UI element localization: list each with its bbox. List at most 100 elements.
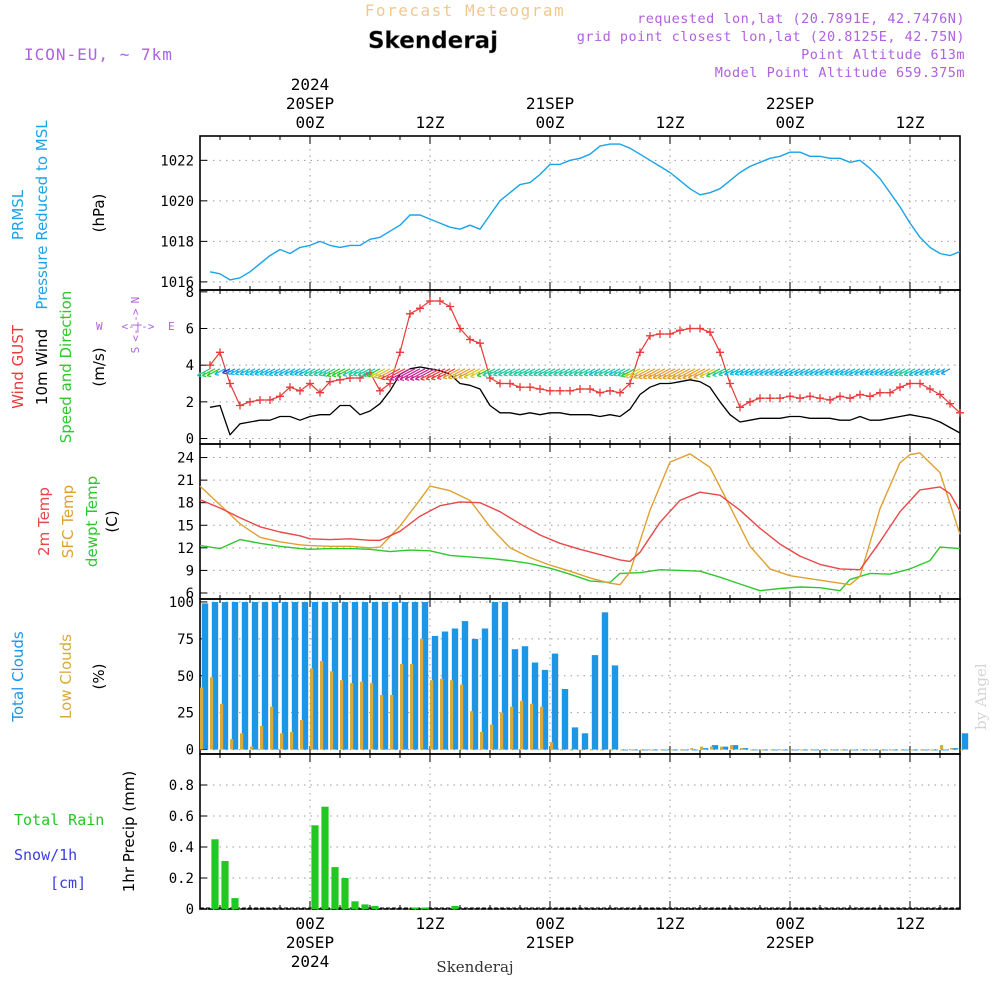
wind-direction-arrow <box>848 368 861 377</box>
low-cloud-bar <box>360 681 364 750</box>
total-cloud-bar <box>541 669 549 750</box>
wind-direction-arrow <box>298 368 311 377</box>
low-cloud-bar <box>660 749 664 751</box>
wind-direction-arrow <box>783 368 796 377</box>
wind-direction-arrow <box>799 368 811 377</box>
wind-direction-arrow <box>819 368 831 377</box>
pressure-line <box>209 143 961 281</box>
total-cloud-bar <box>531 662 539 750</box>
gust-marker <box>796 394 804 403</box>
wind-direction-arrow <box>470 368 486 379</box>
wind-direction-arrow <box>637 368 656 380</box>
total-cloud-bar <box>671 749 679 751</box>
low-cloud-bar <box>820 749 824 751</box>
wind-direction-arrow <box>503 368 516 377</box>
wind-direction-arrow <box>814 368 826 377</box>
wind-direction-arrow <box>322 368 336 377</box>
gust-marker <box>406 309 414 318</box>
total-cloud-bar <box>721 746 729 750</box>
precip-ytick-label: 0 <box>186 902 194 918</box>
wind-direction-arrow <box>370 368 386 379</box>
low-cloud-bar <box>740 748 744 750</box>
rain-bar <box>311 825 319 909</box>
low-cloud-bar <box>620 749 624 751</box>
low-cloud-bar <box>260 726 264 750</box>
total-cloud-bar <box>691 749 699 751</box>
total-cloud-bar <box>351 602 359 750</box>
gust-marker <box>846 394 854 403</box>
wind-direction-arrow <box>764 368 776 377</box>
wind-direction-arrow <box>326 368 341 378</box>
total-cloud-bar <box>461 621 469 750</box>
total-cloud-bar <box>591 655 599 750</box>
wind-direction-arrow <box>874 368 886 376</box>
time-tick-label: 20SEP <box>286 933 334 952</box>
gust-marker <box>436 297 444 305</box>
gust-marker <box>336 375 344 384</box>
wind-direction-arrow <box>497 368 511 377</box>
gust-marker <box>576 385 584 393</box>
gust-line <box>209 300 961 414</box>
clouds-ytick-label: 100 <box>169 595 194 611</box>
gust-marker <box>656 330 664 338</box>
low-cloud-bar <box>350 683 354 750</box>
total-cloud-bar <box>761 749 769 751</box>
total-cloud-bar <box>711 745 719 750</box>
gust-marker <box>706 328 714 337</box>
wind-direction-arrow <box>883 368 896 377</box>
gust-marker <box>806 392 814 401</box>
wind-direction-arrow <box>294 368 306 377</box>
total-cloud-bar <box>811 749 819 751</box>
gust-marker <box>306 379 314 388</box>
low-cloud-bar <box>430 680 434 750</box>
time-tick-label: 00Z <box>296 914 325 933</box>
gust-marker <box>696 324 704 333</box>
total-cloud-bar <box>901 749 909 751</box>
wind-direction-arrow <box>404 368 426 381</box>
low-cloud-bar <box>250 746 254 750</box>
low-cloud-bar <box>800 749 804 751</box>
time-tick-label: 00Z <box>536 914 565 933</box>
total-cloud-bar <box>411 602 419 750</box>
wind-ytick-label: 6 <box>186 322 194 338</box>
pressure-unit-label: (hPa) <box>90 194 108 233</box>
wind-direction-arrow <box>553 368 566 377</box>
wind-direction-arrow <box>844 368 856 377</box>
low-cloud-bar <box>750 749 754 751</box>
time-tick-label: 12Z <box>416 113 445 132</box>
precip-ytick-label: 0.6 <box>169 809 194 825</box>
low-cloud-bar <box>370 683 374 750</box>
precip-panel: 0 0.2 0.4 0.6 0.8 1hr Precip (mm) Total Rain Sn… <box>14 753 961 918</box>
total-cloud-bar <box>371 602 379 750</box>
low-cloud-bar <box>390 695 394 750</box>
total-cloud-bar <box>511 649 519 750</box>
time-tick-label: 2024 <box>291 75 330 94</box>
gust-marker <box>776 394 784 403</box>
total-cloud-bar <box>261 602 269 750</box>
wind-direction-arrow <box>513 368 526 377</box>
low-cloud-bar <box>380 695 384 750</box>
time-tick-label: 12Z <box>656 113 685 132</box>
gust-marker <box>416 304 424 313</box>
wind-direction-arrow <box>452 368 471 380</box>
wind-direction-arrow <box>568 368 581 377</box>
total-cloud-bar <box>661 749 669 751</box>
wind-direction-arrow <box>318 368 331 377</box>
wind-direction-arrow <box>898 368 911 377</box>
precip-ytick-label: 0.8 <box>169 778 194 794</box>
total-cloud-bar <box>551 653 559 750</box>
wind-direction-arrow <box>517 368 531 377</box>
wind-direction-arrow <box>342 368 356 377</box>
total-cloud-bar <box>291 602 299 750</box>
gust-marker <box>606 386 614 395</box>
wind-direction-arrow <box>578 368 591 377</box>
low-cloud-bar <box>950 748 954 750</box>
wind-direction-arrow <box>385 368 406 381</box>
total-cloud-bar <box>391 602 399 750</box>
gust-marker <box>646 331 654 340</box>
wind-direction-arrow <box>352 368 366 377</box>
time-tick-label: 20SEP <box>286 94 334 113</box>
wind-direction-arrow <box>558 368 571 377</box>
gust-marker <box>326 377 334 386</box>
